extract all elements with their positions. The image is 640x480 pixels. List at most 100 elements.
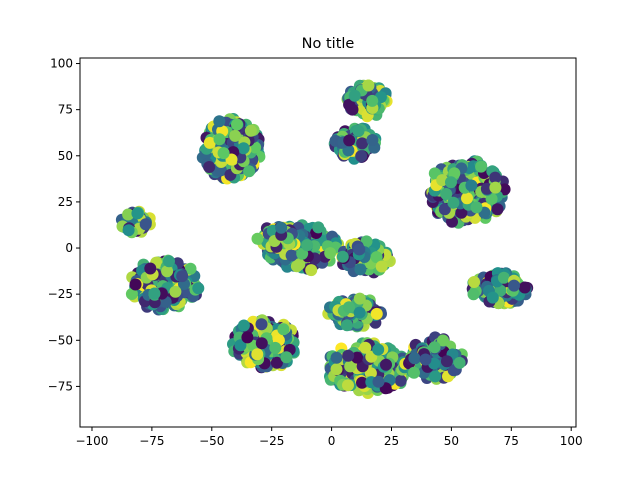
scatter-point	[445, 176, 457, 189]
y-tick-label: −50	[48, 333, 73, 347]
scatter-point	[344, 360, 357, 373]
scatter-point	[341, 319, 353, 332]
scatter-point	[440, 188, 453, 200]
plot-frame	[79, 57, 577, 428]
scatter-point	[485, 192, 498, 205]
scatter-point	[324, 247, 337, 260]
scatter-point	[244, 124, 257, 137]
scatter-point	[336, 250, 349, 263]
scatter-point	[359, 341, 372, 354]
y-tick-label: 100	[50, 57, 73, 71]
scatter-point	[203, 136, 216, 149]
scatter-point	[217, 147, 230, 160]
scatter-point	[139, 218, 152, 231]
x-tick-label: −25	[259, 434, 284, 448]
scatter-point	[131, 207, 144, 220]
scatter-point	[375, 260, 388, 273]
scatter-point	[364, 367, 377, 380]
scatter-point	[330, 351, 343, 364]
scatter-point	[508, 279, 520, 292]
scatter-point	[438, 203, 451, 216]
scatter-point	[342, 349, 355, 362]
scatter-point	[330, 363, 343, 376]
scatter-point	[518, 281, 531, 294]
y-tick-label: 25	[58, 195, 73, 209]
scatter-point	[465, 179, 478, 192]
x-tick-label: 0	[328, 434, 336, 448]
x-tick-label: 50	[444, 434, 459, 448]
x-tick-label: 25	[384, 434, 399, 448]
scatter-point	[428, 341, 441, 354]
scatter-point	[343, 301, 355, 314]
scatter-point	[301, 239, 314, 252]
scatter-point	[372, 343, 385, 356]
scatter-point	[231, 118, 243, 131]
scatter-point	[353, 243, 366, 256]
scatter-point	[429, 370, 442, 383]
scatter-point	[486, 291, 499, 304]
y-tick-label: −25	[48, 287, 73, 301]
data-points	[115, 79, 534, 399]
scatter-point	[343, 134, 356, 147]
scatter-point	[356, 137, 369, 150]
scatter-point	[489, 181, 502, 194]
scatter-point	[408, 366, 420, 379]
scatter-point	[129, 278, 142, 291]
scatter-point	[362, 79, 375, 92]
scatter-point	[184, 262, 197, 275]
scatter-point	[355, 150, 368, 163]
scatter-point	[475, 160, 488, 173]
scatter-point	[354, 263, 367, 276]
scatter-point	[366, 134, 379, 146]
scatter-point	[234, 339, 247, 352]
y-tick-label: 50	[58, 149, 73, 163]
y-tick-label: 0	[65, 241, 73, 255]
scatter-point	[440, 355, 453, 368]
scatter-point	[270, 356, 283, 369]
scatter-point	[275, 221, 288, 234]
scatter-point	[163, 255, 175, 268]
y-tick-label: −75	[48, 379, 73, 393]
scatter-point	[237, 319, 250, 332]
scatter-point	[251, 232, 264, 245]
scatter-point	[255, 318, 268, 331]
scatter-point	[408, 352, 421, 365]
scatter-point	[305, 264, 318, 277]
scatter-point	[176, 270, 189, 283]
scatter-point	[241, 331, 254, 344]
y-tick-label: 75	[58, 103, 73, 117]
scatter-point	[343, 98, 356, 111]
scatter-point	[467, 288, 480, 301]
scatter-point	[243, 165, 256, 178]
scatter-point	[251, 348, 264, 361]
scatter-point	[372, 375, 385, 388]
scatter-point	[161, 265, 174, 278]
scatter-point	[169, 285, 182, 298]
scatter-point	[269, 341, 282, 354]
chart-title: No title	[302, 36, 355, 52]
scatter-point	[497, 271, 510, 284]
scatter-point	[447, 196, 460, 209]
scatter-point	[122, 224, 135, 237]
x-tick-label: −100	[75, 434, 108, 448]
scatter-point	[370, 251, 383, 264]
x-axis: −100 −75 −50 −25 0 25 50 75 100	[75, 427, 583, 448]
scatter-point	[277, 323, 290, 336]
scatter-point	[290, 260, 303, 273]
scatter-point	[144, 262, 157, 275]
scatter-point	[213, 115, 226, 128]
scatter-point	[455, 206, 468, 219]
scatter-point	[255, 337, 268, 350]
scatter-point	[348, 89, 361, 102]
scatter-point	[353, 292, 366, 305]
scatter-point	[437, 334, 449, 347]
x-tick-label: −75	[139, 434, 164, 448]
scatter-point	[125, 288, 138, 300]
scatter-point	[352, 125, 365, 137]
x-tick-label: −50	[199, 434, 224, 448]
scatter-point	[370, 307, 383, 320]
scatter-point	[353, 306, 366, 319]
scatter-point	[360, 235, 373, 248]
scatter-point	[380, 358, 392, 371]
